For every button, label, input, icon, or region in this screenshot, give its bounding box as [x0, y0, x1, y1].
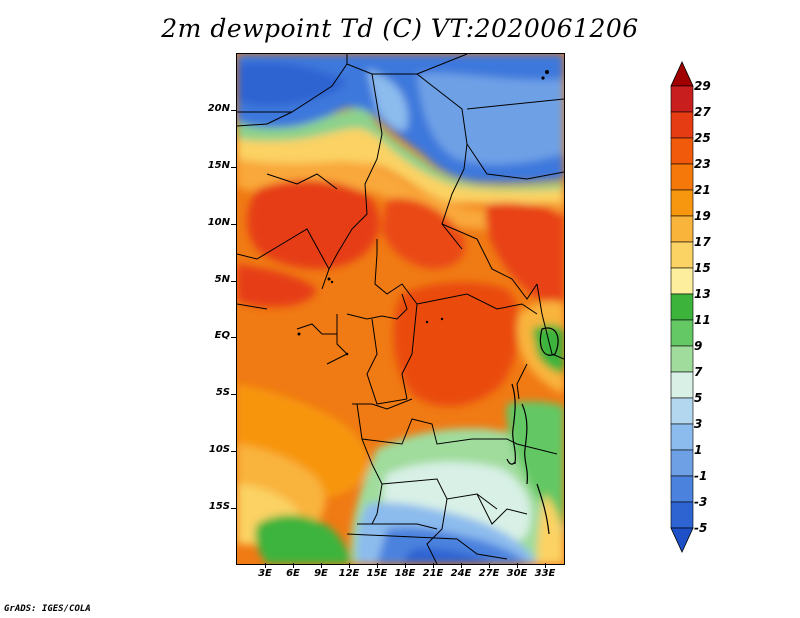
colorbar-top-arrow	[670, 61, 694, 87]
lon-tick	[349, 563, 350, 568]
lon-label-33e: 33E	[534, 568, 556, 579]
lon-tick	[545, 563, 546, 568]
colorbar-label: 1	[694, 443, 703, 457]
lat-label-20n: 20N	[207, 103, 230, 114]
lon-tick	[517, 563, 518, 568]
lon-label-21e: 21E	[422, 568, 444, 579]
colorbar-segment	[670, 293, 694, 321]
lon-tick	[293, 563, 294, 568]
lon-label-15e: 15E	[366, 568, 388, 579]
lon-label-6e: 6E	[286, 568, 300, 579]
dewpoint-map	[236, 53, 565, 565]
colorbar-segment	[670, 241, 694, 269]
lat-label-eq: EQ	[214, 330, 230, 341]
lon-label-3e: 3E	[258, 568, 272, 579]
colorbar-label: -5	[694, 521, 708, 535]
lon-label-24e: 24E	[450, 568, 472, 579]
colorbar-segment	[670, 345, 694, 373]
colorbar-label: 23	[694, 157, 711, 171]
colorbar-label: 3	[694, 417, 703, 431]
lon-tick	[433, 563, 434, 568]
colorbar-bottom-arrow	[670, 527, 694, 553]
lat-tick	[231, 508, 236, 509]
colorbar-segment	[670, 111, 694, 139]
map-title: 2m dewpoint Td (C) VT:2020061206	[161, 14, 639, 43]
lon-tick	[489, 563, 490, 568]
lat-label-10n: 10N	[207, 217, 230, 228]
colorbar-label: -3	[694, 495, 708, 509]
colorbar-label: 17	[694, 235, 711, 249]
lat-tick	[231, 451, 236, 452]
colorbar-label: 25	[694, 131, 711, 145]
colorbar-segment	[670, 501, 694, 529]
colorbar-segment	[670, 475, 694, 503]
lat-label-5s: 5S	[215, 387, 230, 398]
lat-label-5n: 5N	[214, 274, 230, 285]
colorbar-segment	[670, 215, 694, 243]
lon-tick	[461, 563, 462, 568]
colorbar-label: 5	[694, 391, 703, 405]
lat-tick	[231, 337, 236, 338]
colorbar-segment	[670, 371, 694, 399]
colorbar-label: -1	[694, 469, 708, 483]
lat-tick	[231, 281, 236, 282]
colorbar-label: 19	[694, 209, 711, 223]
colorbar	[670, 61, 694, 553]
colorbar-segment	[670, 189, 694, 217]
lat-tick	[231, 167, 236, 168]
colorbar-segment	[670, 449, 694, 477]
colorbar-label: 21	[694, 183, 711, 197]
dewpoint-field	[237, 54, 564, 564]
colorbar-segment	[670, 137, 694, 165]
lon-label-9e: 9E	[314, 568, 328, 579]
lat-tick	[231, 110, 236, 111]
colorbar-label: 9	[694, 339, 703, 353]
lon-label-27e: 27E	[478, 568, 500, 579]
colorbar-label: 15	[694, 261, 711, 275]
lat-tick	[231, 224, 236, 225]
lon-label-12e: 12E	[338, 568, 360, 579]
colorbar-label: 27	[694, 105, 711, 119]
colorbar-segment	[670, 319, 694, 347]
colorbar-label: 13	[694, 287, 711, 301]
lon-tick	[265, 563, 266, 568]
lon-tick	[405, 563, 406, 568]
lon-label-30e: 30E	[506, 568, 528, 579]
colorbar-segment	[670, 85, 694, 113]
colorbar-label: 29	[694, 79, 711, 93]
grads-credit: GrADS: IGES/COLA	[4, 604, 91, 614]
lon-tick	[377, 563, 378, 568]
colorbar-label: 11	[694, 313, 711, 327]
colorbar-segment	[670, 163, 694, 191]
colorbar-label: 7	[694, 365, 703, 379]
lat-label-15n: 15N	[207, 160, 230, 171]
lon-label-18e: 18E	[394, 568, 416, 579]
lat-label-15s: 15S	[208, 501, 230, 512]
colorbar-segment	[670, 267, 694, 295]
colorbar-segment	[670, 397, 694, 425]
lon-tick	[321, 563, 322, 568]
lat-label-10s: 10S	[208, 444, 230, 455]
colorbar-segment	[670, 423, 694, 451]
lat-tick	[231, 394, 236, 395]
